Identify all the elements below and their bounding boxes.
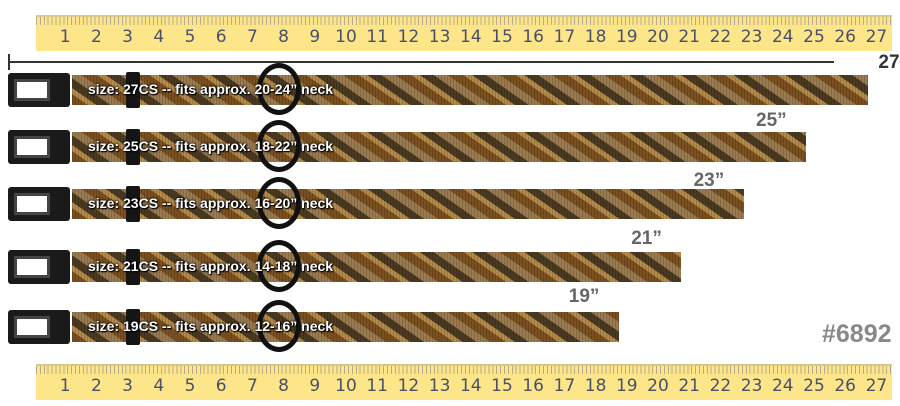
collar-length-label: 23” [693, 170, 725, 191]
ruler-number: 1 [59, 27, 71, 47]
ruler-number: 12 [397, 27, 420, 47]
ruler-number: 27 [865, 376, 888, 396]
ruler-number: 17 [553, 27, 576, 47]
ruler-number: 17 [553, 376, 576, 396]
buckle-icon [8, 187, 70, 221]
ruler-ticks [36, 17, 892, 25]
ruler-number: 13 [428, 27, 451, 47]
ruler-number: 15 [491, 376, 513, 396]
ruler-number: 18 [584, 376, 607, 396]
ruler-number: 27 [865, 27, 888, 47]
keeper-loop [126, 186, 140, 222]
ruler-number: 7 [246, 27, 258, 47]
ruler-bottom: 1 2 3 4 5 6 7 8 9 10 11 12 13 14 15 16 17 18 19 20 21 22 23 24 2… [36, 364, 892, 400]
ruler-number: 5 [184, 27, 196, 47]
ruler-number: 7 [246, 376, 258, 396]
collar-strap [72, 132, 806, 162]
collar-size-label: size: 25CS -- fits approx. 18-22” neck [88, 138, 334, 154]
ruler-number: 5 [184, 376, 196, 396]
ruler-number: 15 [491, 27, 513, 47]
collar-size-label: size: 19CS -- fits approx. 12-16” neck [88, 318, 334, 334]
ruler-number: 20 [647, 376, 669, 396]
keeper-loop [126, 309, 140, 345]
ruler-number: 21 [678, 376, 701, 396]
product-number: #6892 [822, 320, 892, 348]
ruler-number: 24 [771, 376, 794, 396]
ruler-number: 6 [215, 27, 227, 47]
ruler-number: 9 [309, 27, 321, 47]
collar: size: 25CS -- fits approx. 18-22” neck [8, 120, 814, 172]
ruler-number: 25 [803, 27, 825, 47]
ruler-number: 8 [278, 376, 290, 396]
measure-line [8, 61, 834, 63]
ruler-number: 11 [366, 27, 389, 47]
d-ring-icon [257, 300, 301, 352]
collar: size: 19CS -- fits approx. 12-16” neck [8, 300, 627, 352]
ruler-number: 14 [459, 376, 482, 396]
collar-strap [72, 189, 744, 219]
collar: size: 21CS -- fits approx. 14-18” neck [8, 240, 689, 292]
ruler-number: 23 [740, 376, 763, 396]
collar: size: 27CS -- fits approx. 20-24” neck [8, 63, 876, 115]
ruler-number: 11 [366, 376, 389, 396]
buckle-icon [8, 73, 70, 107]
collar-length-label: 27” [878, 52, 900, 73]
collar-strap [72, 252, 682, 282]
ruler-number: 2 [90, 27, 102, 47]
ruler-number: 10 [335, 27, 357, 47]
collar: size: 23CS -- fits approx. 16-20” neck [8, 177, 752, 229]
ruler-number: 4 [153, 376, 165, 396]
collar-length-label: 21” [631, 228, 662, 249]
buckle-icon [8, 250, 70, 284]
ruler-number: 3 [122, 376, 134, 396]
ruler-number: 14 [459, 27, 482, 47]
ruler-number: 10 [335, 376, 357, 396]
ruler-number: 22 [709, 27, 732, 47]
keeper-loop [126, 249, 140, 285]
d-ring-icon [257, 240, 301, 292]
ruler-number: 18 [584, 27, 607, 47]
ruler-number: 19 [615, 376, 638, 396]
collar-strap [72, 312, 619, 342]
collar-size-label: size: 27CS -- fits approx. 20-24” neck [88, 81, 334, 97]
ruler-number: 25 [803, 376, 825, 396]
buckle-icon [8, 130, 70, 164]
ruler-number: 8 [278, 27, 290, 47]
ruler-number: 23 [740, 27, 763, 47]
ruler-number: 6 [215, 376, 227, 396]
collar-length-label: 25” [756, 110, 787, 131]
collar-size-label: size: 21CS -- fits approx. 14-18” neck [88, 258, 334, 274]
collar-strap [72, 75, 869, 105]
ruler-ticks [36, 366, 892, 374]
ruler-number: 20 [647, 27, 669, 47]
ruler-number: 16 [522, 376, 545, 396]
d-ring-icon [257, 120, 301, 172]
d-ring-icon [257, 177, 301, 229]
ruler-number: 13 [428, 376, 451, 396]
collar-length-label: 19” [568, 286, 600, 307]
ruler-number: 3 [122, 27, 134, 47]
ruler-number: 26 [834, 376, 857, 396]
ruler-number: 19 [615, 27, 638, 47]
ruler-number: 4 [153, 27, 165, 47]
ruler-number: 9 [309, 376, 321, 396]
ruler-number: 1 [59, 376, 71, 396]
keeper-loop [126, 72, 140, 108]
collar-size-label: size: 23CS -- fits approx. 16-20” neck [88, 195, 334, 211]
ruler-number: 12 [397, 376, 420, 396]
ruler-number: 26 [834, 27, 857, 47]
ruler-number: 24 [771, 27, 794, 47]
d-ring-icon [257, 63, 301, 115]
ruler-number: 2 [90, 376, 102, 396]
ruler-number: 21 [678, 27, 701, 47]
ruler-number: 16 [522, 27, 545, 47]
ruler-number: 22 [709, 376, 732, 396]
buckle-icon [8, 310, 70, 344]
ruler-top: 1 2 3 4 5 6 7 8 9 10 11 12 13 14 15 16 17 18 19 20 21 22 23 24 2… [36, 15, 892, 51]
keeper-loop [126, 129, 140, 165]
